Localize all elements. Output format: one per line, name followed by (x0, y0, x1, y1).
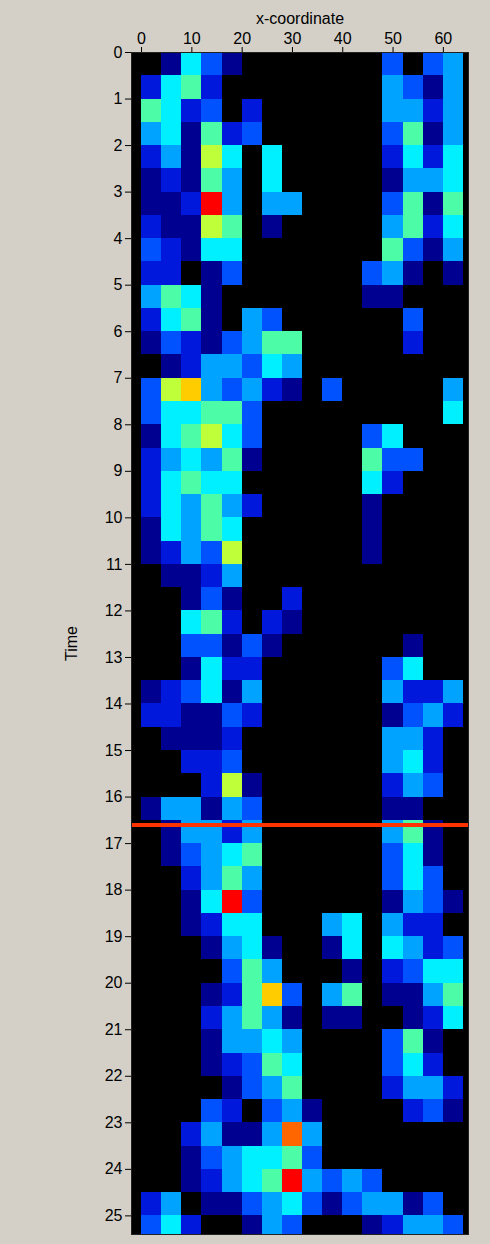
svg-text:4: 4 (114, 230, 123, 247)
svg-text:21: 21 (105, 1021, 123, 1038)
svg-text:23: 23 (105, 1114, 123, 1131)
svg-text:0: 0 (137, 30, 146, 47)
svg-text:60: 60 (434, 30, 452, 47)
svg-text:24: 24 (105, 1160, 123, 1177)
svg-text:9: 9 (114, 462, 123, 479)
svg-text:1: 1 (114, 90, 123, 107)
svg-text:20: 20 (105, 974, 123, 991)
svg-text:30: 30 (284, 30, 302, 47)
svg-text:50: 50 (384, 30, 402, 47)
svg-text:7: 7 (114, 369, 123, 386)
svg-text:13: 13 (105, 649, 123, 666)
svg-text:10: 10 (183, 30, 201, 47)
svg-text:Time: Time (63, 626, 80, 661)
svg-text:25: 25 (105, 1207, 123, 1224)
svg-text:x-coordinate: x-coordinate (256, 10, 344, 27)
svg-text:14: 14 (105, 695, 123, 712)
svg-text:19: 19 (105, 928, 123, 945)
svg-text:18: 18 (105, 881, 123, 898)
svg-text:10: 10 (105, 509, 123, 526)
svg-text:8: 8 (114, 416, 123, 433)
svg-text:15: 15 (105, 742, 123, 759)
svg-text:40: 40 (334, 30, 352, 47)
svg-text:22: 22 (105, 1067, 123, 1084)
svg-text:5: 5 (114, 276, 123, 293)
svg-text:20: 20 (233, 30, 251, 47)
svg-text:3: 3 (114, 183, 123, 200)
svg-text:17: 17 (105, 835, 123, 852)
svg-text:11: 11 (106, 556, 123, 573)
svg-text:16: 16 (105, 788, 123, 805)
svg-text:12: 12 (105, 602, 123, 619)
svg-text:2: 2 (114, 137, 123, 154)
svg-text:6: 6 (114, 323, 123, 340)
svg-text:0: 0 (114, 44, 123, 61)
